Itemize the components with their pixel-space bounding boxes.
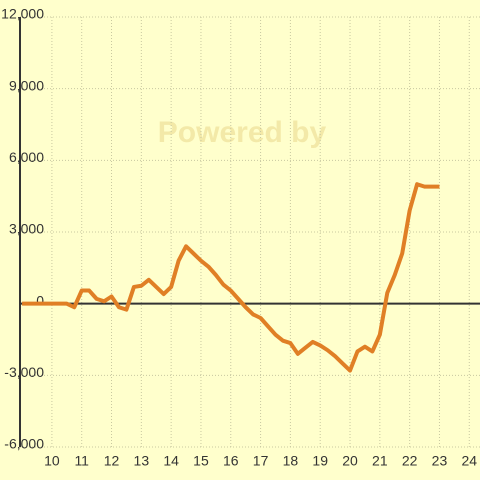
x-tick-label: 17 (253, 453, 269, 469)
y-tick-label: 3,000 (9, 221, 44, 237)
x-tick-label: 12 (104, 453, 120, 469)
y-tick-label: 9,000 (9, 77, 44, 93)
y-tick-label: 6,000 (9, 149, 44, 165)
y-tick-label: -3,000 (4, 364, 44, 380)
watermark: Powered by (158, 116, 327, 149)
x-tick-label: 14 (163, 453, 179, 469)
x-tick-label: 16 (223, 453, 239, 469)
x-tick-label: 20 (342, 453, 358, 469)
x-tick-label: 23 (432, 453, 448, 469)
x-tick-label: 11 (74, 453, 89, 469)
y-tick-label: 0 (36, 292, 44, 308)
y-tick-label: -6,000 (4, 436, 44, 452)
x-tick-label: 22 (402, 453, 418, 469)
y-tick-label: 12,000 (1, 6, 44, 22)
x-tick-label: 19 (312, 453, 328, 469)
x-tick-label: 15 (193, 453, 209, 469)
x-tick-label: 18 (283, 453, 299, 469)
x-tick-label: 21 (372, 453, 388, 469)
x-tick-label: 13 (134, 453, 150, 469)
x-tick-label: 10 (44, 453, 60, 469)
x-tick-label: 24 (461, 453, 477, 469)
data-line (22, 182, 440, 373)
